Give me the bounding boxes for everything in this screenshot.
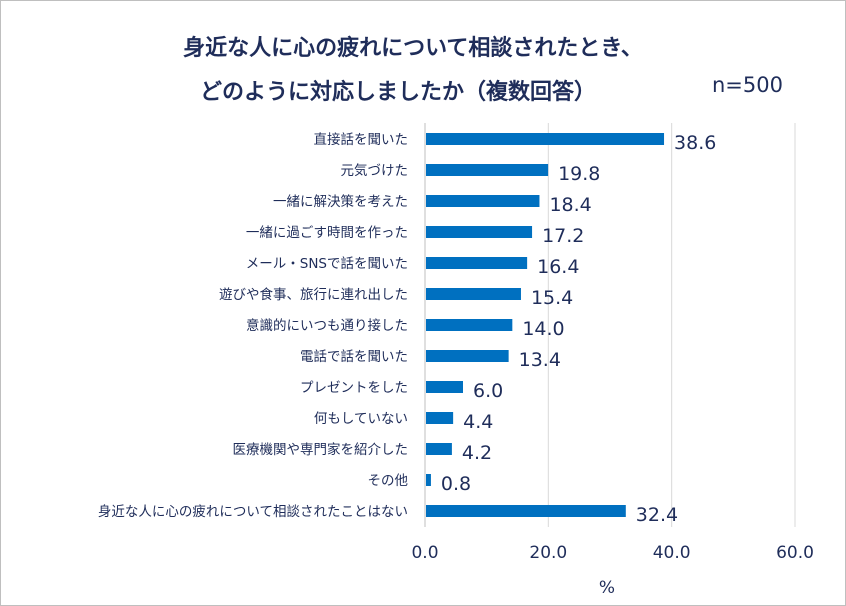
bar (426, 195, 540, 207)
category-label: 何もしていない (314, 411, 408, 427)
data-label: 0.8 (441, 473, 471, 495)
bar (426, 164, 549, 176)
data-label: 4.4 (463, 411, 493, 433)
category-label: 一緒に解決策を考えた (273, 193, 408, 210)
data-label: 38.6 (674, 132, 716, 154)
bar (426, 257, 528, 269)
data-label: 13.4 (519, 349, 561, 371)
data-label: 14.0 (522, 318, 564, 340)
x-tick-label: 40.0 (653, 543, 691, 563)
bar (426, 350, 509, 362)
bar (426, 288, 521, 300)
x-tick-label: 60.0 (776, 543, 814, 563)
data-label: 15.4 (531, 287, 573, 309)
category-label: メール・SNSで話を聞いた (246, 255, 408, 272)
chart-title-line1: 身近な人に心の疲れについて相談されたとき、 (183, 36, 643, 61)
bar (426, 412, 454, 424)
category-label: 電話で話を聞いた (300, 348, 408, 365)
category-label: 直接話を聞いた (314, 131, 409, 148)
bar (426, 381, 463, 393)
data-label: 18.4 (549, 194, 591, 216)
category-label: 一緒に過ごす時間を作った (246, 225, 408, 241)
bar (426, 443, 452, 455)
category-label: プレゼントをした (300, 380, 408, 396)
bar (426, 474, 431, 486)
category-label: 医療機関や専門家を紹介した (233, 441, 409, 458)
x-tick-label: 0.0 (411, 543, 438, 563)
data-label: 19.8 (558, 163, 600, 185)
category-label: 身近な人に心の疲れについて相談されたことはない (98, 503, 408, 520)
bar (426, 226, 533, 238)
bar (426, 505, 626, 517)
sample-size: n=500 (712, 73, 783, 97)
bar (426, 319, 513, 331)
category-label: 元気づけた (341, 163, 409, 179)
chart-title-line2: どのように対応しましたか（複数回答） (199, 80, 596, 105)
category-label: その他 (368, 473, 409, 489)
category-label: 遊びや食事、旅行に連れ出した (219, 286, 408, 303)
category-label: 意識的にいつも通り接した (246, 317, 408, 334)
data-label: 17.2 (542, 225, 584, 247)
x-tick-label: 20.0 (529, 543, 567, 563)
data-label: 6.0 (473, 380, 503, 402)
data-label: 4.2 (462, 442, 492, 464)
data-label: 32.4 (636, 504, 678, 526)
data-label: 16.4 (537, 256, 579, 278)
x-axis-label: % (599, 578, 615, 598)
bar (426, 133, 665, 145)
